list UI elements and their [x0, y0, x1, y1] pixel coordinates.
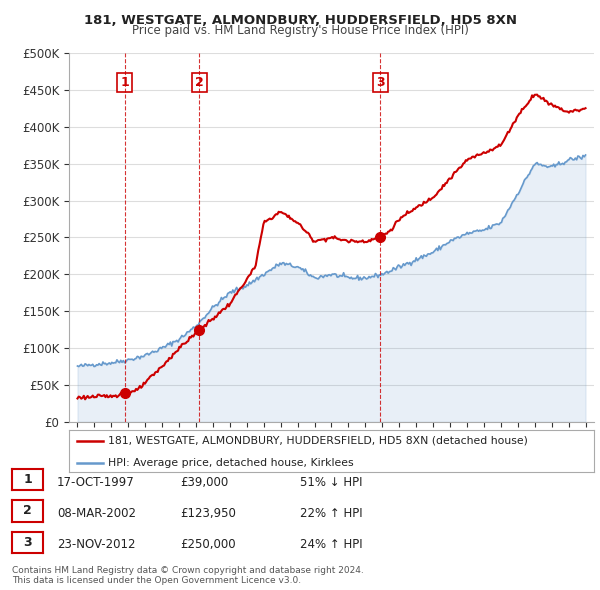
Text: 1: 1 — [121, 76, 129, 89]
Text: 51% ↓ HPI: 51% ↓ HPI — [300, 476, 362, 489]
Text: 1: 1 — [23, 473, 32, 486]
Text: £39,000: £39,000 — [180, 476, 228, 489]
Text: 23-NOV-2012: 23-NOV-2012 — [57, 538, 136, 551]
Text: 22% ↑ HPI: 22% ↑ HPI — [300, 507, 362, 520]
Text: £250,000: £250,000 — [180, 538, 236, 551]
Text: 3: 3 — [23, 536, 32, 549]
Text: 2: 2 — [23, 504, 32, 517]
Text: 181, WESTGATE, ALMONDBURY, HUDDERSFIELD, HD5 8XN (detached house): 181, WESTGATE, ALMONDBURY, HUDDERSFIELD,… — [109, 436, 528, 446]
Text: 181, WESTGATE, ALMONDBURY, HUDDERSFIELD, HD5 8XN: 181, WESTGATE, ALMONDBURY, HUDDERSFIELD,… — [83, 14, 517, 27]
Text: 3: 3 — [376, 76, 385, 89]
Text: 08-MAR-2002: 08-MAR-2002 — [57, 507, 136, 520]
Text: HPI: Average price, detached house, Kirklees: HPI: Average price, detached house, Kirk… — [109, 458, 354, 468]
Text: 2: 2 — [194, 76, 203, 89]
Text: 24% ↑ HPI: 24% ↑ HPI — [300, 538, 362, 551]
Text: Contains HM Land Registry data © Crown copyright and database right 2024.: Contains HM Land Registry data © Crown c… — [12, 566, 364, 575]
Text: This data is licensed under the Open Government Licence v3.0.: This data is licensed under the Open Gov… — [12, 576, 301, 585]
Text: £123,950: £123,950 — [180, 507, 236, 520]
Text: 17-OCT-1997: 17-OCT-1997 — [57, 476, 135, 489]
Text: Price paid vs. HM Land Registry's House Price Index (HPI): Price paid vs. HM Land Registry's House … — [131, 24, 469, 37]
